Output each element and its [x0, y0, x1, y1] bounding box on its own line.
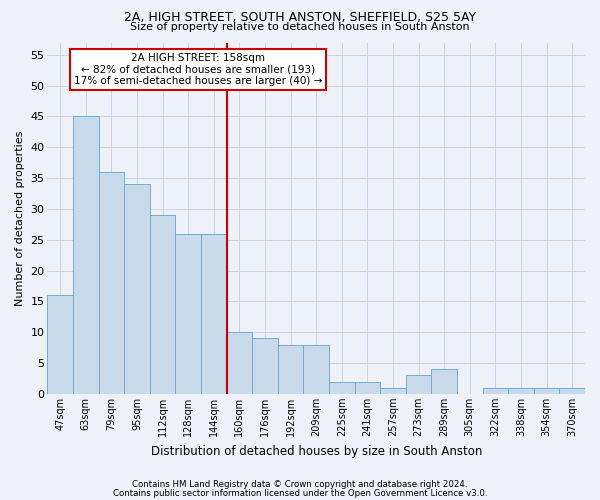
Bar — [355, 382, 380, 394]
Bar — [534, 388, 559, 394]
Text: 2A, HIGH STREET, SOUTH ANSTON, SHEFFIELD, S25 5AY: 2A, HIGH STREET, SOUTH ANSTON, SHEFFIELD… — [124, 11, 476, 24]
Bar — [252, 338, 278, 394]
Bar — [380, 388, 406, 394]
Bar — [201, 234, 227, 394]
Bar — [559, 388, 585, 394]
Bar — [227, 332, 252, 394]
Bar — [150, 215, 175, 394]
Text: Contains HM Land Registry data © Crown copyright and database right 2024.: Contains HM Land Registry data © Crown c… — [132, 480, 468, 489]
Bar — [98, 172, 124, 394]
Text: 2A HIGH STREET: 158sqm
← 82% of detached houses are smaller (193)
17% of semi-de: 2A HIGH STREET: 158sqm ← 82% of detached… — [74, 53, 322, 86]
Bar — [175, 234, 201, 394]
Y-axis label: Number of detached properties: Number of detached properties — [15, 130, 25, 306]
Bar — [508, 388, 534, 394]
Bar — [431, 369, 457, 394]
Bar — [406, 376, 431, 394]
Bar — [482, 388, 508, 394]
Bar — [73, 116, 98, 394]
X-axis label: Distribution of detached houses by size in South Anston: Distribution of detached houses by size … — [151, 444, 482, 458]
Text: Contains public sector information licensed under the Open Government Licence v3: Contains public sector information licen… — [113, 489, 487, 498]
Bar — [329, 382, 355, 394]
Bar — [304, 344, 329, 394]
Text: Size of property relative to detached houses in South Anston: Size of property relative to detached ho… — [130, 22, 470, 32]
Bar — [278, 344, 304, 394]
Bar — [47, 296, 73, 394]
Bar — [124, 184, 150, 394]
